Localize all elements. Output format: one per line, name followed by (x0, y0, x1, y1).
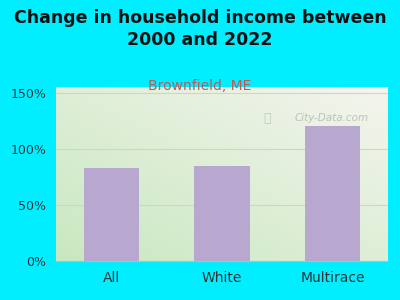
Bar (84, 168, 139, 261)
Bar (194, 166, 250, 261)
Text: Change in household income between
2000 and 2022: Change in household income between 2000 … (14, 9, 386, 49)
Text: ⓘ: ⓘ (263, 112, 270, 125)
Bar (305, 126, 360, 261)
Text: Brownfield, ME: Brownfield, ME (148, 80, 252, 94)
Text: City-Data.com: City-Data.com (295, 113, 369, 123)
